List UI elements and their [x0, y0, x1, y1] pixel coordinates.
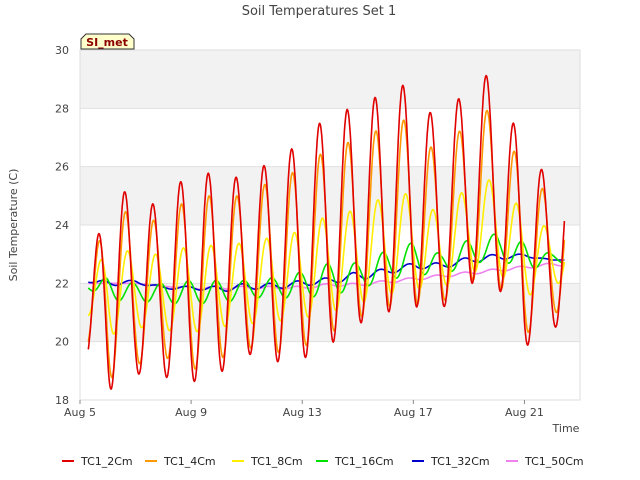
grid-band — [80, 108, 580, 167]
badge-label: SI_met — [86, 36, 128, 49]
x-tick-label: Aug 17 — [394, 406, 433, 419]
series-lines — [87, 74, 566, 390]
plot-area-border — [79, 49, 581, 401]
y-tick-label: 24 — [55, 219, 69, 232]
y-tick-label: 26 — [55, 161, 69, 174]
y-tick-label: 28 — [55, 102, 69, 115]
legend: TC1_2Cm TC1_4Cm TC1_8Cm TC1_16Cm TC1_32Cm TC1… — [62, 455, 584, 468]
legend-label: TC1_4Cm — [163, 455, 216, 468]
y-tick-label: 20 — [55, 336, 69, 349]
legend-label: TC1_16Cm — [334, 455, 394, 468]
chart-title: Soil Temperatures Set 1 — [242, 4, 397, 19]
x-tick-label: Aug 5 — [64, 406, 96, 419]
series-line-tc1_32cm — [88, 253, 565, 293]
legend-label: TC1_8Cm — [250, 455, 303, 468]
grid-band — [80, 341, 580, 400]
legend-label: TC1_32Cm — [430, 455, 490, 468]
series-line-tc1_16cm — [87, 233, 565, 305]
x-axis: Aug 5 Aug 9 Aug 13 Aug 17 Aug 21 — [64, 400, 544, 419]
grid-band — [80, 166, 580, 225]
x-tick-label: Aug 13 — [283, 406, 322, 419]
series-line-tc1_2cm — [87, 74, 566, 390]
legend-label: TC1_50Cm — [524, 455, 584, 468]
x-tick-label: Aug 21 — [505, 406, 544, 419]
x-axis-title: Time — [552, 422, 580, 435]
y-tick-label: 18 — [55, 394, 69, 407]
x-tick-label: Aug 9 — [175, 406, 207, 419]
station-badge: SI_met — [80, 33, 135, 50]
y-tick-label: 30 — [55, 44, 69, 57]
grid-bands — [80, 50, 580, 400]
y-axis-title: Soil Temperature (C) — [7, 169, 20, 282]
y-tick-label: 22 — [55, 277, 69, 290]
badge-box — [80, 33, 135, 50]
grid-band — [80, 50, 580, 109]
y-axis: 18 20 22 24 26 28 30 — [55, 44, 69, 407]
legend-label: TC1_2Cm — [80, 455, 133, 468]
series-line-tc1_50cm — [88, 262, 565, 291]
